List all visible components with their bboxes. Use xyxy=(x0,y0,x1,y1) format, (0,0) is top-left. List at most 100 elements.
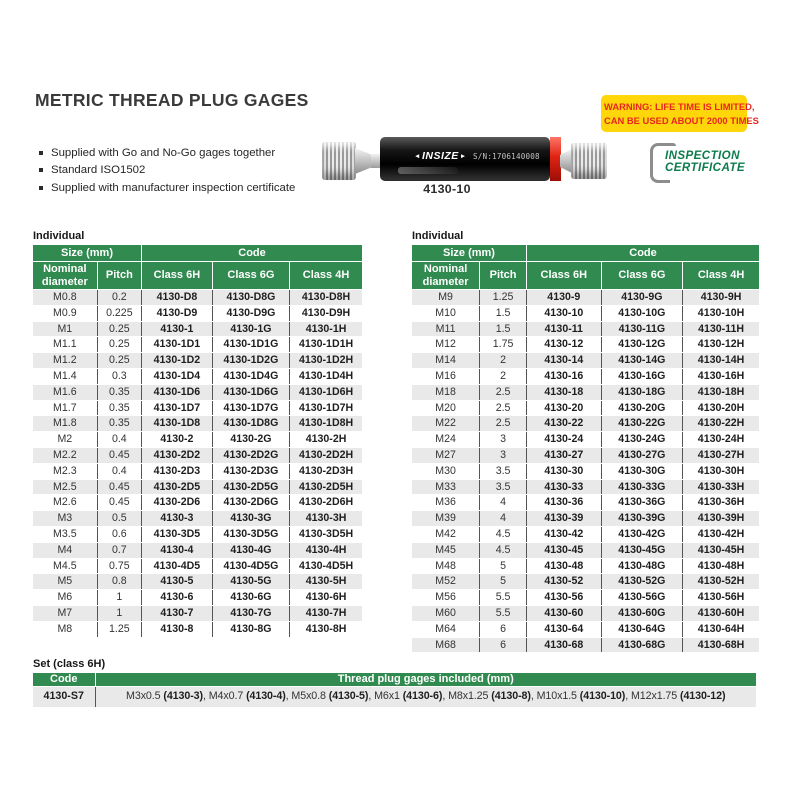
table-cell: M2.6 xyxy=(33,494,98,512)
size-group-header: Size (mm) xyxy=(33,245,143,262)
table-cell: 6 xyxy=(479,621,527,638)
table-row: M1.1 0.25 4130-1D1 4130-1D1G 4130-1D1H xyxy=(33,336,362,354)
table-cell: 4130-3D5 xyxy=(141,526,213,543)
table-row: M11 1.5 4130-11 4130-11G 4130-11H xyxy=(412,321,759,338)
table-cell: M22 xyxy=(412,415,480,433)
table-cell: 4130-5H xyxy=(289,573,362,591)
table-cell: 2.5 xyxy=(479,400,527,417)
table-cell: M8 xyxy=(33,621,98,638)
table-row: M14 2 4130-14 4130-14G 4130-14H xyxy=(412,352,759,369)
table-cell: M9 xyxy=(412,289,480,306)
table-cell: 0.45 xyxy=(96,479,142,496)
table-cell: M20 xyxy=(412,400,480,417)
table-cell: 4130-14H xyxy=(682,352,759,369)
certificate-line-1: INSPECTION xyxy=(665,149,740,162)
inspection-certificate-logo: INSPECTION CERTIFICATE xyxy=(650,143,770,187)
table-cell: 0.8 xyxy=(96,573,142,591)
col-header-class-6h: Class 6H xyxy=(526,261,602,290)
table-cell: M68 xyxy=(412,637,480,654)
table-row: M2.5 0.45 4130-2D5 4130-2D5G 4130-2D5H xyxy=(33,479,362,496)
table-cell: 4130-4 xyxy=(141,542,213,559)
table-cell: 4130-42H xyxy=(682,526,759,543)
table-cell: 4130-33G xyxy=(600,479,683,496)
table-row: M1.7 0.35 4130-1D7 4130-1D7G 4130-1D7H xyxy=(33,400,362,417)
table-cell: 4130-4D5H xyxy=(289,558,362,575)
thread-gage-table-right: Size (mm) Code Nominal diameter Pitch Cl… xyxy=(412,245,759,654)
table-cell: 4130-3 xyxy=(141,510,213,527)
table-cell: 4130-11 xyxy=(526,321,602,338)
table-label: Individual xyxy=(412,230,464,242)
table-cell: 4130-1D8 xyxy=(141,415,213,433)
table-cell: 4130-30 xyxy=(526,463,602,480)
set-item-code: (4130-6) xyxy=(402,690,443,703)
table-cell: 4130-2D6G xyxy=(211,494,290,512)
table-cell: 4130-45 xyxy=(526,542,602,559)
table-cell: M27 xyxy=(412,447,480,464)
table-cell: 4130-48G xyxy=(600,558,683,575)
table-cell: M60 xyxy=(412,605,480,622)
table-cell: M0.8 xyxy=(33,289,98,306)
col-header-class-6h: Class 6H xyxy=(141,261,213,290)
header-row: Nominal diameter Pitch Class 6H Class 6G… xyxy=(33,261,362,290)
table-row: M9 1.25 4130-9 4130-9G 4130-9H xyxy=(412,289,759,306)
table-cell: 4130-1D4 xyxy=(141,368,213,385)
certificate-text: INSPECTION CERTIFICATE xyxy=(665,150,745,173)
table-cell: 4130-27H xyxy=(682,447,759,464)
table-cell: M45 xyxy=(412,542,480,559)
table-cell: M39 xyxy=(412,510,480,527)
set-item-code: (4130-8) xyxy=(491,690,531,703)
table-row: M68 6 4130-68 4130-68G 4130-68H xyxy=(412,637,759,654)
table-row: M33 3.5 4130-33 4130-33G 4130-33H xyxy=(412,479,759,496)
table-cell: 1.25 xyxy=(96,621,142,638)
table-cell: 4130-12 xyxy=(526,336,602,354)
table-cell: 4130-24 xyxy=(526,431,602,448)
table-cell: M2.5 xyxy=(33,479,98,496)
table-cell: 4130-30G xyxy=(600,463,683,480)
table-cell: M11 xyxy=(412,321,480,338)
table-cell: 0.45 xyxy=(96,494,142,512)
individual-table-left-section: Individual Size (mm) Code Nominal diamet… xyxy=(33,230,362,638)
table-cell: M5 xyxy=(33,573,98,591)
shaft xyxy=(371,154,382,168)
table-cell: 4130-1D6H xyxy=(289,384,362,401)
set-item-code: (4130-5) xyxy=(328,690,369,703)
table-row: M42 4.5 4130-42 4130-42G 4130-42H xyxy=(412,526,759,543)
table-row: M4 0.7 4130-4 4130-4G 4130-4H xyxy=(33,542,362,559)
table-cell: 4130-56H xyxy=(682,589,759,606)
table-row: M24 3 4130-24 4130-24G 4130-24H xyxy=(412,431,759,448)
table-cell: 4130-27G xyxy=(600,447,683,464)
table-cell: M1 xyxy=(33,321,98,338)
table-cell: 4130-1D8G xyxy=(211,415,290,433)
table-cell: 4130-3D5H xyxy=(289,526,362,543)
table-cell: 4130-33H xyxy=(682,479,759,496)
table-cell: 4130-18H xyxy=(682,384,759,401)
feature-item: Supplied with Go and No-Go gages togethe… xyxy=(38,147,295,161)
table-cell: 0.5 xyxy=(96,510,142,527)
table-cell: M48 xyxy=(412,558,480,575)
table-cell: 4130-22 xyxy=(526,415,602,433)
set-item-code: (4130-12) xyxy=(680,690,726,703)
table-cell: 4130-2G xyxy=(211,431,290,448)
table-cell: 4130-56G xyxy=(600,589,683,606)
table-cell: 4130-11H xyxy=(682,321,759,338)
set-item-code: (4130-3) xyxy=(163,690,203,703)
col-header-nominal-diameter: Nominal diameter xyxy=(412,261,481,290)
table-cell: M42 xyxy=(412,526,480,543)
nogo-red-band xyxy=(550,137,561,181)
table-cell: 4130-10H xyxy=(682,305,759,322)
table-cell: 4130-16H xyxy=(682,368,759,385)
table-cell: 4130-64 xyxy=(526,621,602,638)
table-row: M12 1.75 4130-12 4130-12G 4130-12H xyxy=(412,336,759,354)
table-row: M48 5 4130-48 4130-48G 4130-48H xyxy=(412,558,759,575)
table-row: M22 2.5 4130-22 4130-22G 4130-22H xyxy=(412,415,759,433)
table-cell: 4130-9G xyxy=(600,289,683,306)
table-cell: 4130-7H xyxy=(289,605,362,622)
table-cell: 3 xyxy=(479,431,527,448)
table-cell: 1.5 xyxy=(479,321,527,338)
table-row: M1.6 0.35 4130-1D6 4130-1D6G 4130-1D6H xyxy=(33,384,362,401)
table-row: M5 0.8 4130-5 4130-5G 4130-5H xyxy=(33,573,362,591)
table-row: M56 5.5 4130-56 4130-56G 4130-56H xyxy=(412,589,759,606)
table-cell: 3.5 xyxy=(479,463,527,480)
table-cell: 5.5 xyxy=(479,589,527,606)
